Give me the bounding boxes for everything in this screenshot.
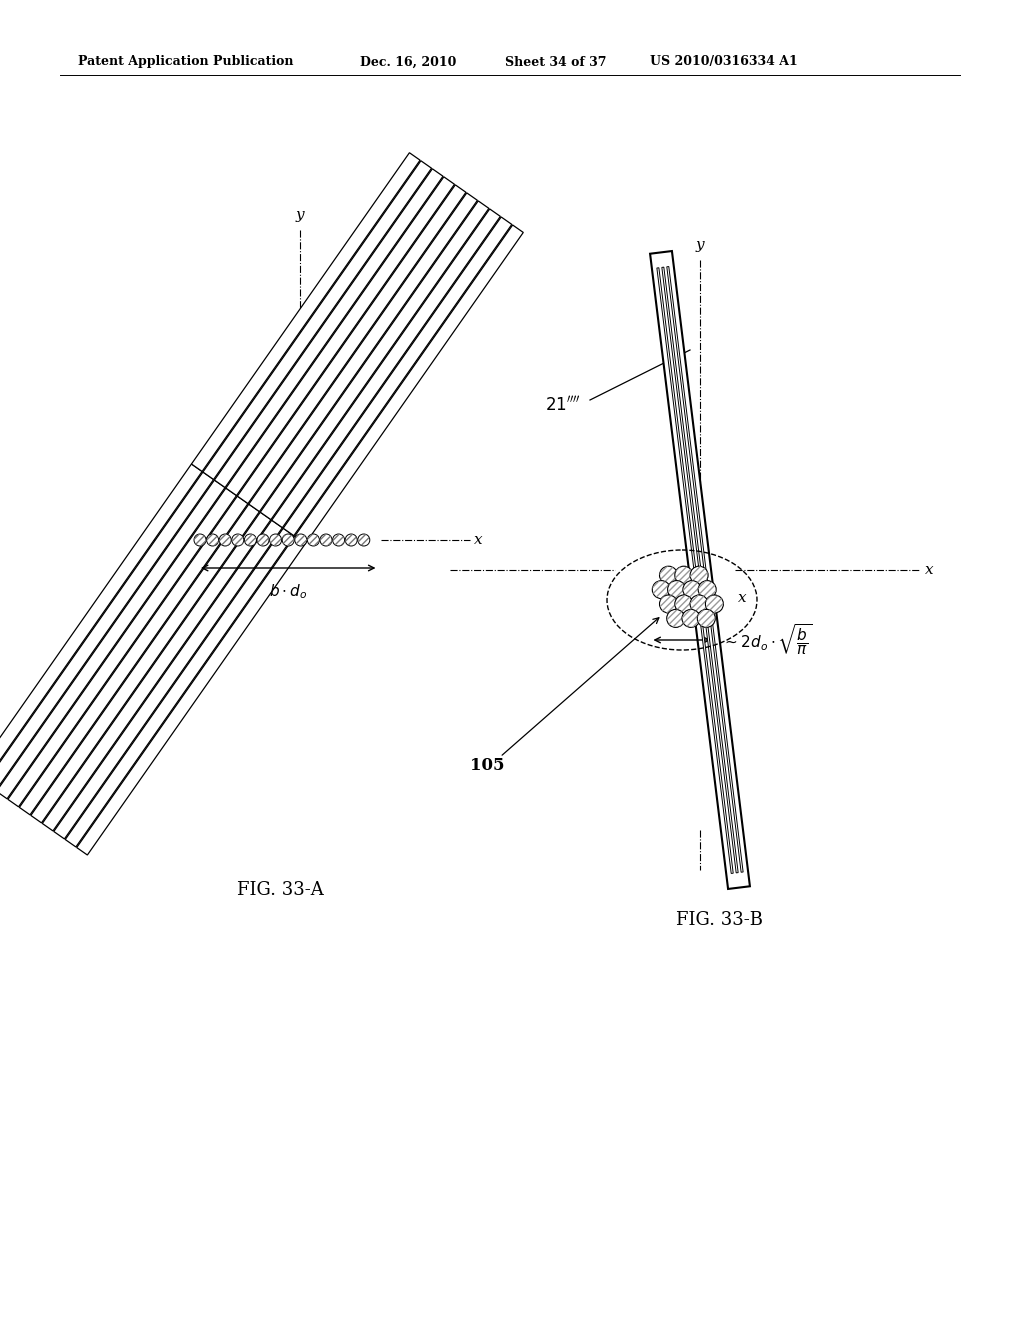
Circle shape (668, 581, 686, 598)
Circle shape (207, 535, 218, 546)
Polygon shape (271, 209, 501, 528)
Text: FIG. 33-A: FIG. 33-A (237, 880, 324, 899)
Polygon shape (284, 216, 512, 536)
Circle shape (690, 595, 709, 612)
Polygon shape (203, 161, 431, 479)
Circle shape (682, 610, 700, 627)
Polygon shape (8, 488, 237, 807)
Circle shape (319, 535, 332, 546)
Polygon shape (667, 267, 743, 873)
Circle shape (357, 535, 370, 546)
Circle shape (194, 535, 206, 546)
Polygon shape (31, 504, 259, 822)
Polygon shape (295, 224, 523, 544)
Circle shape (675, 595, 693, 612)
Text: y: y (296, 209, 304, 222)
Circle shape (295, 535, 307, 546)
Polygon shape (238, 185, 466, 503)
Polygon shape (66, 528, 294, 847)
Circle shape (659, 566, 678, 585)
Polygon shape (0, 465, 202, 783)
Polygon shape (260, 201, 488, 520)
Circle shape (683, 581, 700, 598)
Text: $21''''$: $21''''$ (545, 396, 581, 414)
Circle shape (690, 566, 709, 585)
Circle shape (706, 595, 723, 612)
Circle shape (675, 566, 693, 585)
Polygon shape (19, 496, 248, 814)
Polygon shape (249, 193, 477, 512)
Circle shape (659, 595, 678, 612)
Circle shape (652, 581, 671, 598)
Text: 105: 105 (470, 756, 505, 774)
Text: Dec. 16, 2010: Dec. 16, 2010 (360, 55, 457, 69)
Circle shape (667, 610, 685, 627)
Polygon shape (214, 169, 443, 487)
Text: x: x (738, 591, 746, 605)
Text: y: y (695, 238, 705, 252)
Polygon shape (656, 268, 733, 874)
Circle shape (698, 581, 716, 598)
Circle shape (269, 535, 282, 546)
Circle shape (345, 535, 357, 546)
Text: $b \cdot d_o$: $b \cdot d_o$ (269, 582, 307, 601)
Polygon shape (42, 512, 271, 830)
Text: $\sim 2d_o \cdot \sqrt{\dfrac{b}{\pi}}$: $\sim 2d_o \cdot \sqrt{\dfrac{b}{\pi}}$ (722, 623, 812, 657)
Text: Sheet 34 of 37: Sheet 34 of 37 (505, 55, 606, 69)
Circle shape (697, 610, 716, 627)
Polygon shape (0, 480, 225, 799)
Text: x: x (474, 533, 482, 546)
Polygon shape (0, 473, 214, 791)
Polygon shape (77, 536, 305, 855)
Polygon shape (226, 177, 455, 495)
Circle shape (231, 535, 244, 546)
Circle shape (257, 535, 269, 546)
Polygon shape (54, 520, 283, 840)
Circle shape (307, 535, 319, 546)
Circle shape (333, 535, 345, 546)
Text: FIG. 33-B: FIG. 33-B (677, 911, 764, 929)
Polygon shape (650, 251, 750, 888)
Circle shape (245, 535, 256, 546)
Polygon shape (662, 267, 738, 873)
Polygon shape (191, 153, 420, 471)
Text: US 2010/0316334 A1: US 2010/0316334 A1 (650, 55, 798, 69)
Text: x: x (925, 564, 934, 577)
Circle shape (283, 535, 294, 546)
Circle shape (219, 535, 231, 546)
Text: Patent Application Publication: Patent Application Publication (78, 55, 294, 69)
